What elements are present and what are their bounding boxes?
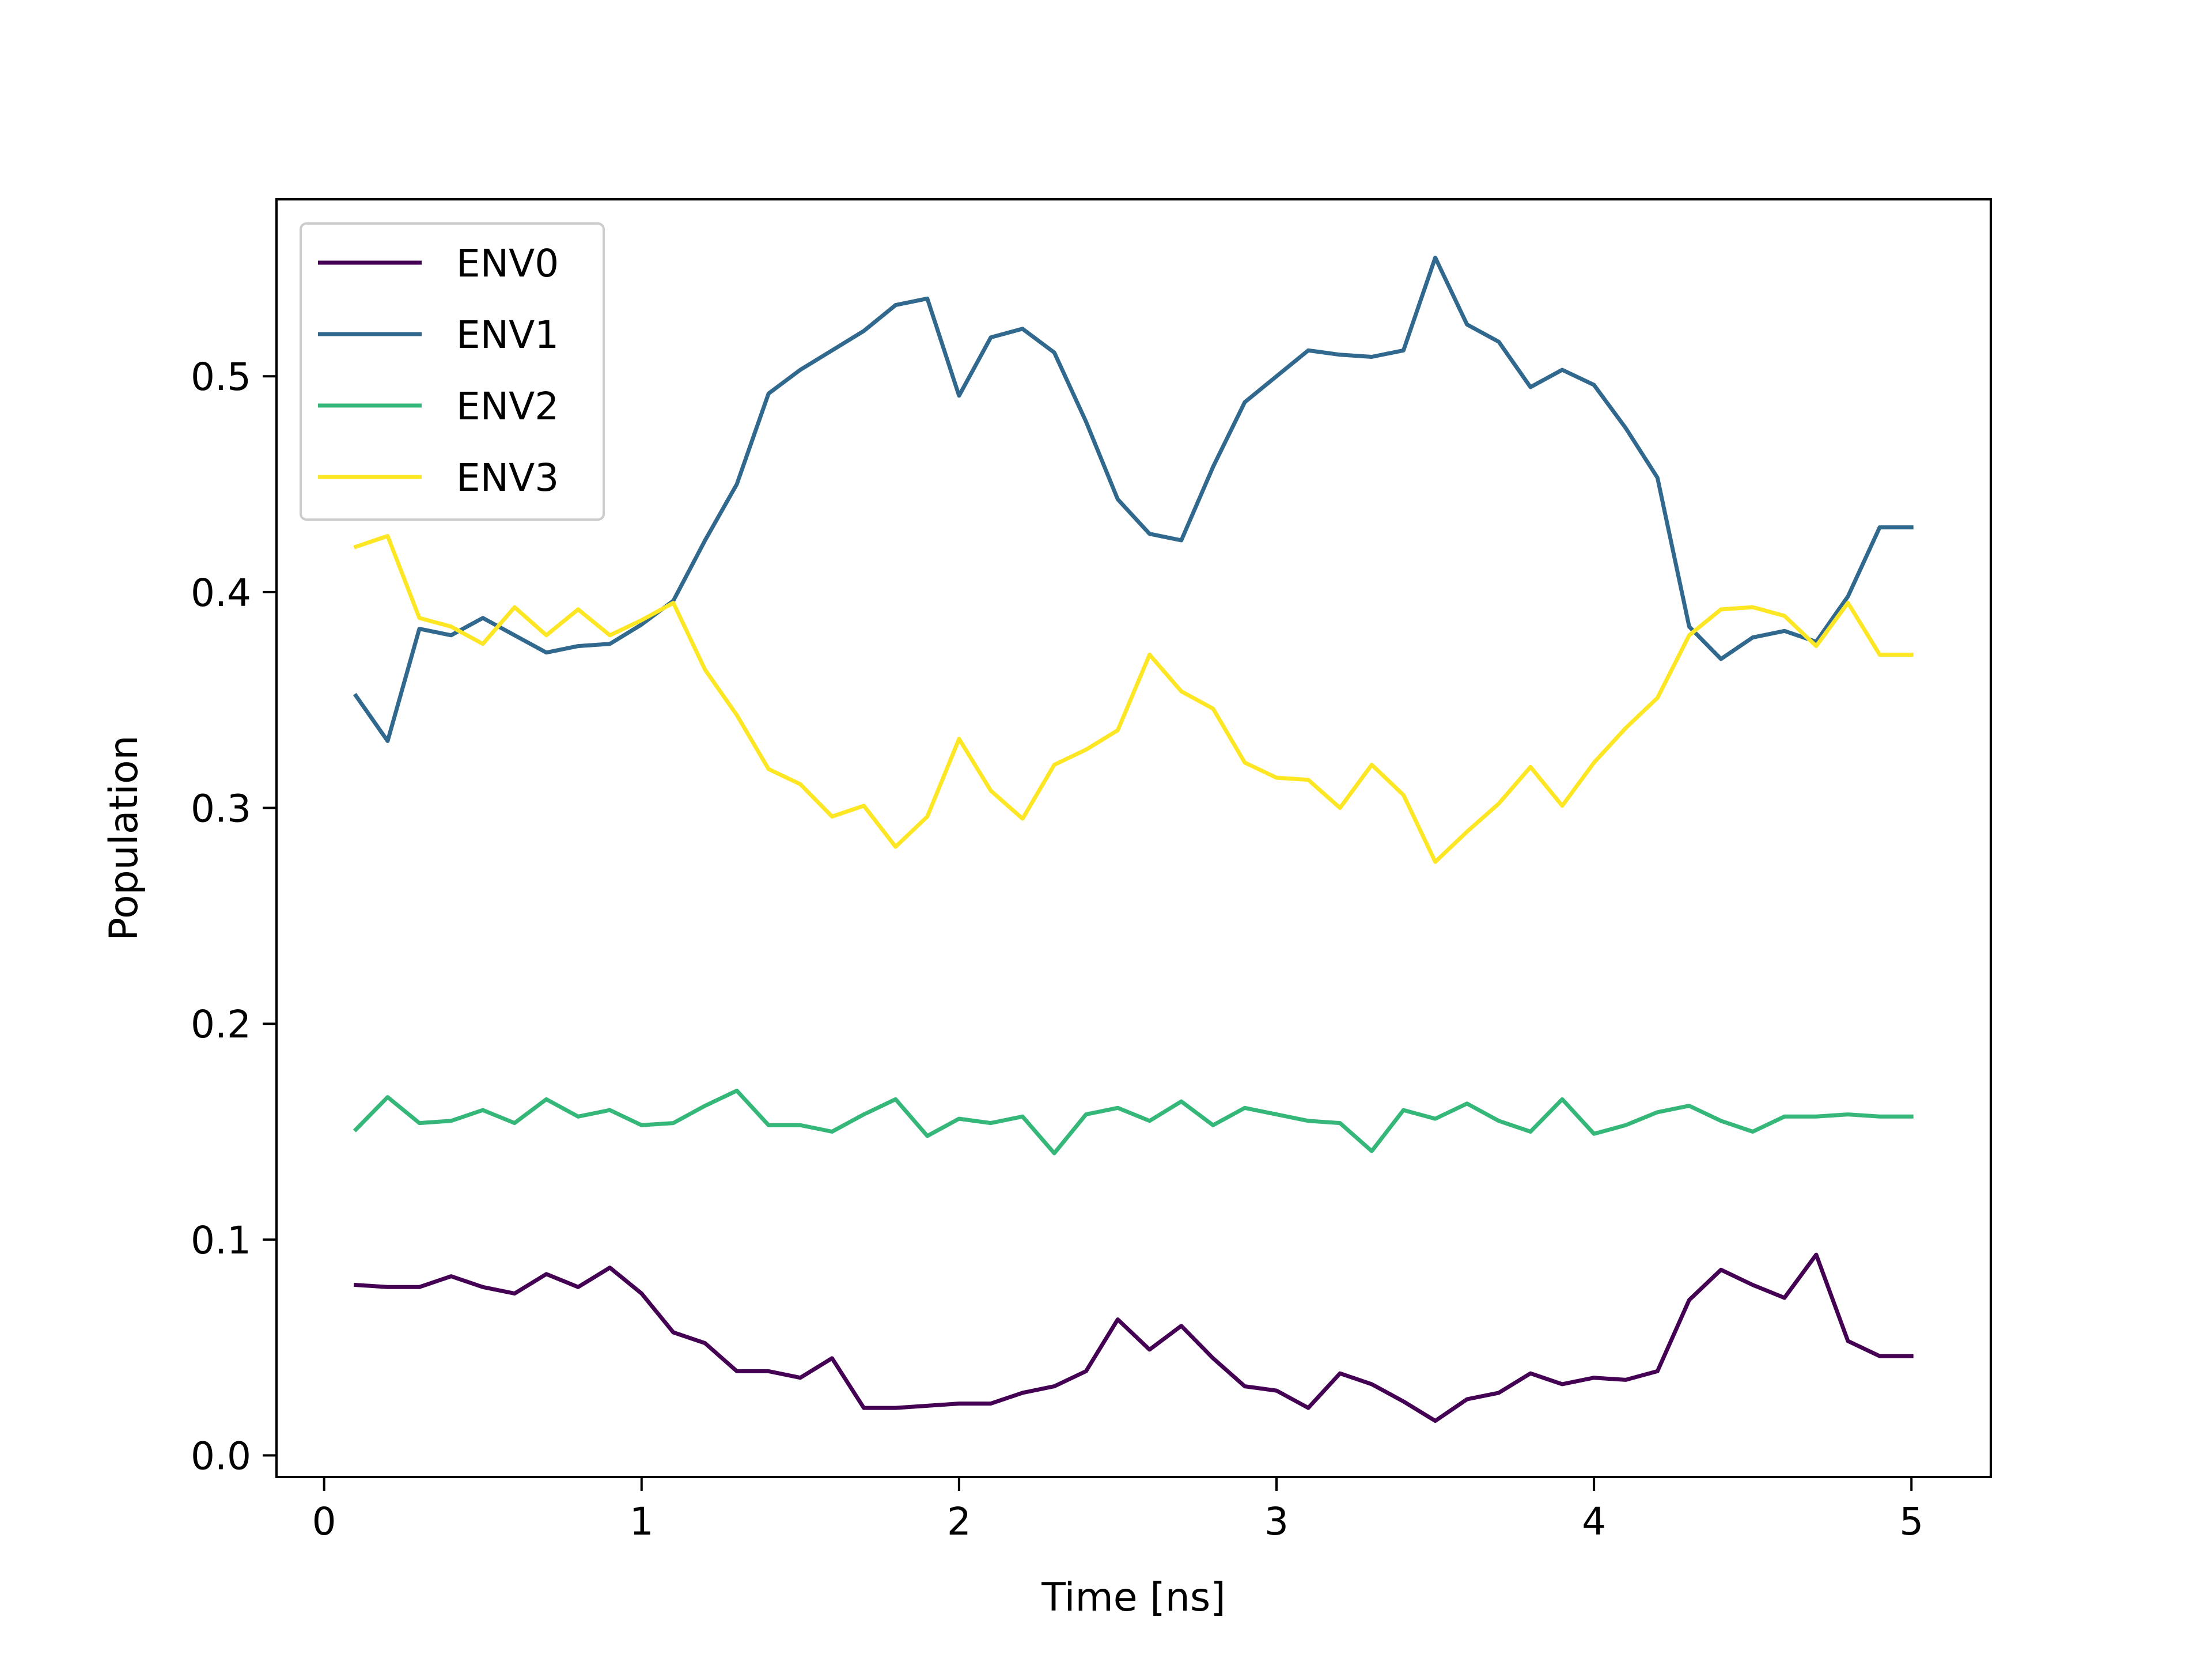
y-tick-label: 0.2 [191,1002,251,1047]
y-tick-label: 0.5 [191,355,251,399]
series-line-env0 [354,1252,1914,1423]
x-tick-label: 4 [1582,1499,1606,1544]
legend-label-env3: ENV3 [456,456,559,500]
series-line-env3 [353,534,1914,864]
x-tick-label: 0 [312,1499,336,1544]
y-tick-label: 0.0 [191,1434,251,1479]
legend-label-env1: ENV1 [456,313,559,357]
y-tick-label: 0.4 [191,571,251,615]
legend: ENV0 ENV1 ENV2 ENV3 [300,222,605,521]
x-tick-label: 5 [1899,1499,1923,1544]
x-tick-label: 1 [630,1499,654,1544]
legend-label-env0: ENV0 [456,241,559,286]
x-tick-label: 3 [1264,1499,1289,1544]
x-tick-label: 2 [947,1499,971,1544]
plot-frame [275,198,1992,1478]
series-line-env1 [353,255,1914,743]
y-axis-label: Population [101,735,147,941]
series-layer [353,255,1914,1423]
legend-label-env2: ENV2 [456,384,559,429]
y-axis: 0.0 0.1 0.2 0.3 0.4 0.5 [191,355,276,1479]
series-line-env2 [353,1088,1914,1156]
y-tick-label: 0.1 [191,1218,251,1263]
y-tick-label: 0.3 [191,787,251,831]
legend-box [300,222,605,521]
x-axis-label: Time [ns] [1041,1575,1226,1620]
x-axis: 0 1 2 3 4 5 [312,1477,1923,1544]
